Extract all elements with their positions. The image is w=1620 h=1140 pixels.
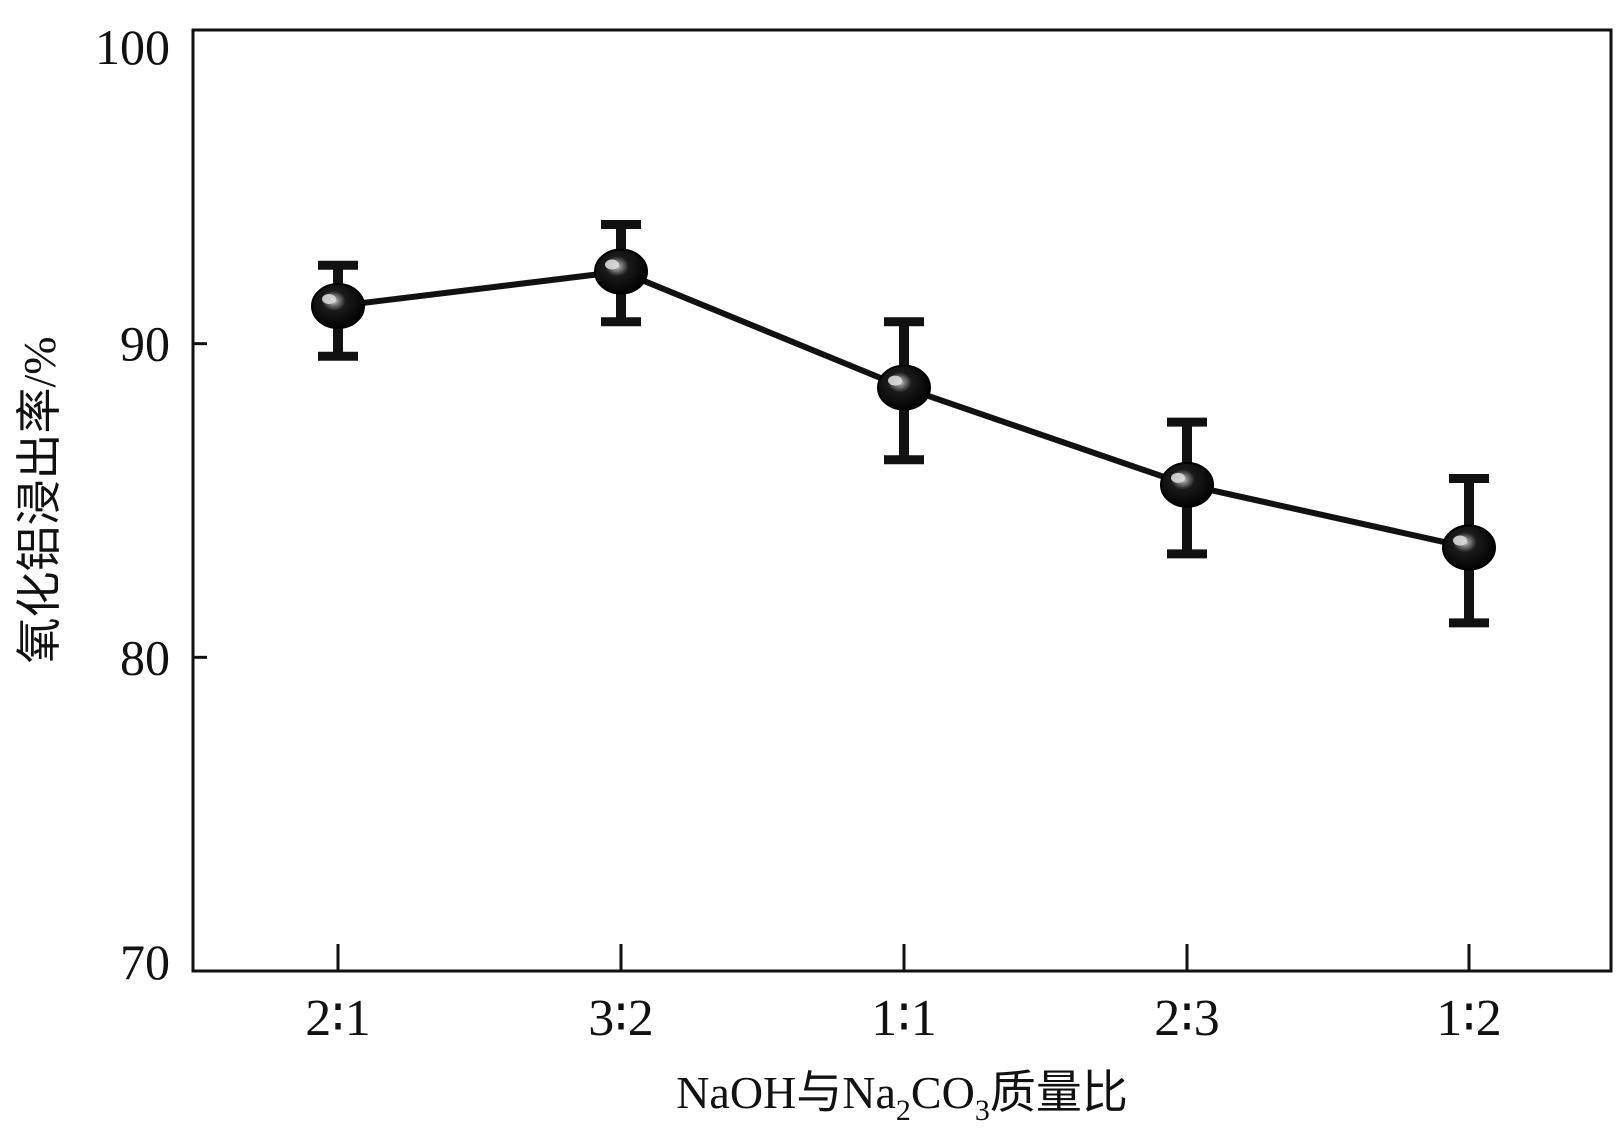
x-axis-title-sub1: 2 xyxy=(896,1094,911,1127)
y-tick-label: 70 xyxy=(120,934,170,990)
x-axis-title-sub2: 3 xyxy=(975,1094,990,1127)
x-tick-label: 2∶3 xyxy=(1154,990,1220,1047)
x-tick-label: 1∶1 xyxy=(871,990,937,1047)
data-point xyxy=(594,248,648,295)
y-axis-ticks: 70 80 90 100 xyxy=(95,19,207,990)
plot-frame xyxy=(191,28,1613,973)
y-axis-title: 氧化铝浸出率/% xyxy=(14,336,65,663)
data-point xyxy=(311,283,365,330)
data-point xyxy=(1160,461,1214,508)
x-axis-title-prefix: NaOH与Na xyxy=(676,1067,896,1118)
x-axis-title-mid: CO xyxy=(911,1067,975,1118)
markers-group xyxy=(311,248,1496,571)
x-tick-label: 3∶2 xyxy=(588,990,654,1047)
x-axis-title-suffix: 质量比 xyxy=(990,1067,1128,1118)
data-point-highlight xyxy=(888,375,902,386)
data-point-highlight xyxy=(322,294,336,305)
x-tick-label: 2∶1 xyxy=(305,990,371,1047)
data-point-marker xyxy=(1160,461,1214,508)
data-point xyxy=(877,364,931,411)
data-point-highlight xyxy=(1453,535,1467,546)
data-point-highlight xyxy=(1171,472,1185,483)
x-axis-title: NaOH与Na2CO3质量比 xyxy=(676,1067,1128,1127)
y-tick-label: 80 xyxy=(120,629,170,685)
data-point-marker xyxy=(877,364,931,411)
x-tick-label: 1∶2 xyxy=(1436,990,1502,1047)
x-axis-ticks: 2∶1 3∶2 1∶1 2∶3 1∶2 xyxy=(305,944,1502,1047)
data-point-highlight xyxy=(605,259,619,270)
y-tick-label: 100 xyxy=(95,19,170,75)
data-point-marker xyxy=(1442,524,1496,571)
y-tick-label: 90 xyxy=(120,316,170,372)
data-point-marker xyxy=(594,248,648,295)
data-point-marker xyxy=(311,283,365,330)
data-point xyxy=(1442,524,1496,571)
